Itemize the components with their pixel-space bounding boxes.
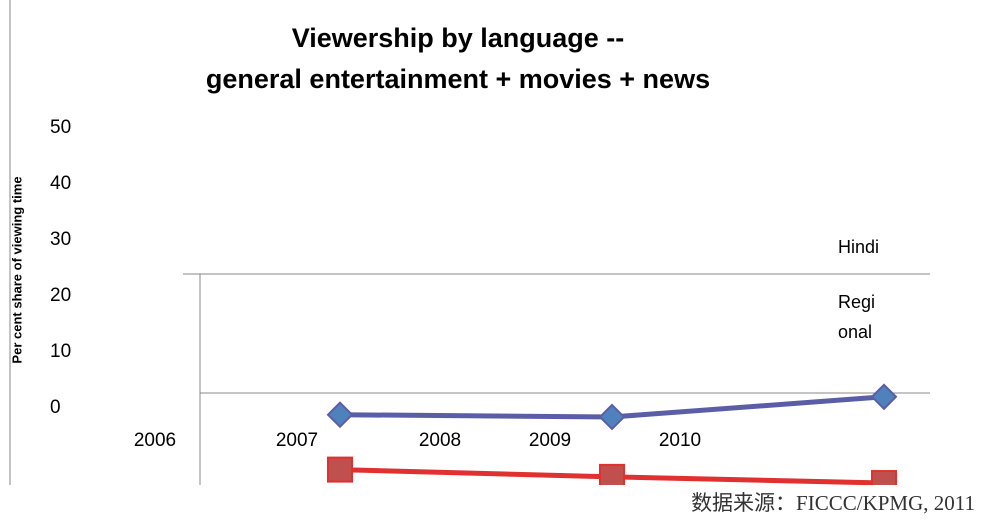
marker [871, 470, 897, 485]
x-tick-label: 2008 [419, 430, 461, 451]
y-axis-label: Per cent share of viewing time [9, 176, 24, 363]
x-tick-label: 2007 [276, 430, 318, 451]
y-tick-label: 40 [50, 173, 71, 194]
source: 数据来源：FICCC/KPMG, 2011 [691, 491, 975, 515]
x-tick-label: 2010 [659, 430, 701, 451]
marker [326, 401, 354, 429]
chart-title: Viewership by language -- [292, 23, 625, 53]
y-tick-label: 20 [50, 285, 71, 306]
y-tick-label: 50 [50, 117, 71, 138]
legend-label: Regional [838, 292, 876, 342]
x-tick-label: 2009 [529, 430, 571, 451]
marker [598, 403, 626, 431]
legend-label: Hindi [838, 237, 880, 257]
marker [599, 463, 625, 485]
marker [327, 456, 353, 483]
chart-subtitle: general entertainment + movies + news [206, 64, 710, 94]
x-tick-label: 2006 [134, 430, 176, 451]
plot [326, 383, 898, 485]
y-tick-label: 0 [50, 397, 61, 418]
marker [870, 383, 898, 411]
y-tick-label: 30 [50, 229, 71, 250]
y-tick-label: 10 [50, 341, 71, 362]
